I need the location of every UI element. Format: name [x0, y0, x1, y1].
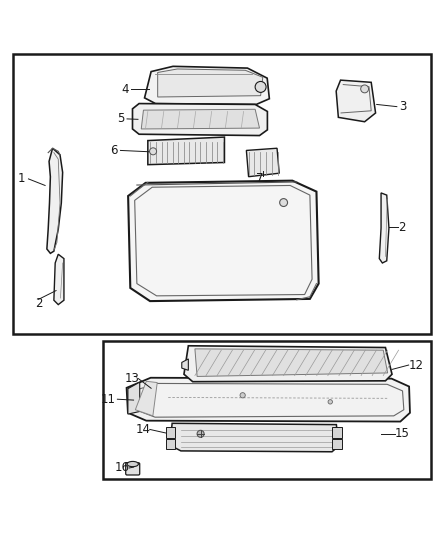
Bar [332, 427, 342, 438]
Text: 2: 2 [35, 297, 42, 310]
Circle shape [360, 85, 368, 93]
Text: 14: 14 [135, 423, 150, 436]
Text: 4: 4 [121, 83, 129, 95]
Text: 6: 6 [110, 144, 118, 157]
Polygon shape [128, 382, 140, 414]
Text: 2: 2 [398, 221, 406, 233]
Polygon shape [170, 423, 339, 452]
Polygon shape [54, 254, 64, 304]
Polygon shape [47, 148, 63, 253]
Bar [103, 341, 431, 479]
Polygon shape [148, 137, 224, 165]
Polygon shape [336, 80, 375, 122]
Circle shape [279, 199, 287, 206]
Polygon shape [195, 349, 388, 376]
Text: 16: 16 [115, 462, 130, 474]
Ellipse shape [255, 82, 266, 92]
Polygon shape [135, 381, 157, 416]
Text: 13: 13 [125, 372, 140, 385]
Polygon shape [141, 109, 259, 129]
Text: 11: 11 [101, 393, 116, 406]
Bar [166, 439, 175, 449]
Circle shape [150, 148, 157, 155]
Polygon shape [184, 346, 392, 382]
Bar [13, 54, 431, 334]
Text: 3: 3 [399, 100, 406, 113]
Text: 15: 15 [395, 427, 410, 440]
Circle shape [328, 400, 332, 404]
Polygon shape [132, 103, 267, 135]
Bar [166, 427, 175, 438]
Text: 1: 1 [18, 172, 26, 185]
Polygon shape [246, 148, 279, 177]
FancyBboxPatch shape [126, 463, 140, 475]
Text: 12: 12 [409, 359, 424, 372]
Text: 7: 7 [256, 172, 264, 185]
Polygon shape [127, 378, 410, 422]
Bar [332, 439, 342, 449]
Text: 5: 5 [117, 112, 124, 125]
Polygon shape [145, 66, 269, 104]
Ellipse shape [127, 462, 138, 467]
Polygon shape [379, 193, 389, 263]
Circle shape [240, 393, 245, 398]
Polygon shape [158, 69, 263, 97]
Polygon shape [182, 359, 188, 370]
Circle shape [197, 430, 204, 437]
Polygon shape [128, 181, 319, 301]
